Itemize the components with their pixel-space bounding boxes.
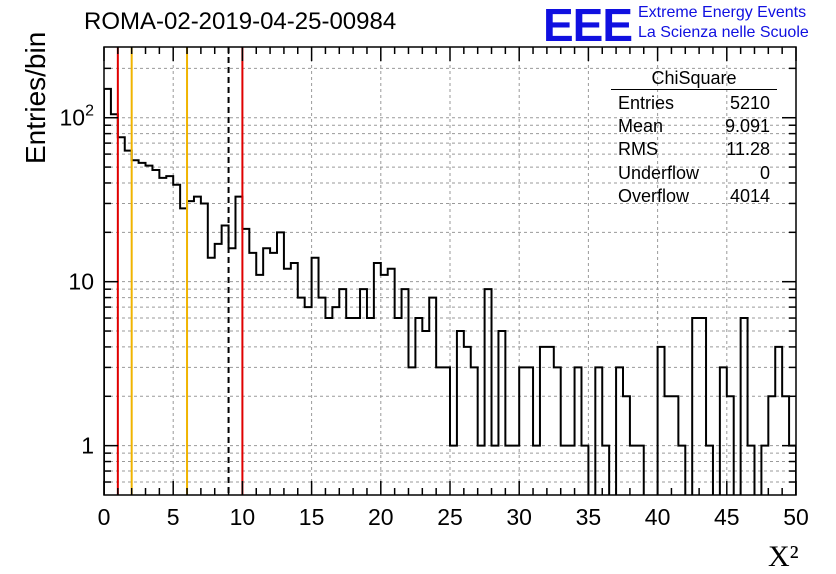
y-tick-label: 1 [81,433,94,459]
stats-value: 0 [759,162,770,183]
x-tick-label: 15 [299,504,325,530]
y-tick-label: 102 [60,103,95,131]
stats-title: ChiSquare [611,68,777,90]
x-tick-label: 5 [167,504,180,530]
stats-value: 5210 [729,93,770,113]
stats-value: 11.28 [726,139,770,160]
x-tick-label: 25 [437,504,463,530]
stats-row-underflow: Underflow 0 [611,162,777,185]
x-tick-label: 20 [368,504,394,530]
chart-title: ROMA-02-2019-04-25-00984 [84,8,397,35]
x-tick-label: 35 [576,504,602,530]
x-tick-label: 0 [98,504,111,530]
stats-value: 9.091 [724,116,770,137]
stats-label: Underflow [618,162,700,183]
stats-row-overflow: Overflow 4014 [611,185,777,208]
stats-label: Overflow [618,185,690,206]
chart-histogram [104,87,796,495]
eee-logo: EEE [543,0,633,51]
x-tick-label: 45 [714,504,740,530]
stats-value: 4014 [729,185,770,206]
x-tick-label: 30 [506,504,532,530]
y-tick-label: 10 [68,269,94,295]
y-tick-label-base: 10 [60,105,86,131]
chart-markers [116,47,244,495]
y-axis-label: Entries/bin [20,31,51,164]
logo-line-1: Extreme Energy Events [638,4,807,21]
stats-label: Entries [618,93,675,113]
stats-row-rms: RMS 11.28 [611,138,777,161]
chart-grid [104,47,796,495]
y-tick-label-exponent: 2 [85,103,94,120]
x-tick-label: 10 [230,504,256,530]
x-tick-label: 50 [783,504,809,530]
stats-label: RMS [618,139,658,160]
x-axis-label: X² [768,540,799,573]
logo-line-2: La Scienza nelle Scuole [638,24,809,41]
x-tick-label: 40 [645,504,671,530]
histogram-series [104,87,796,495]
stats-row-entries: Entries 5210 [611,92,777,115]
stats-label: Mean [618,116,664,137]
stats-row-mean: Mean 9.091 [611,115,777,138]
chart-ticks [103,47,797,495]
stats-box: ChiSquare Entries 5210 Mean 9.091 RMS 11… [611,68,777,208]
